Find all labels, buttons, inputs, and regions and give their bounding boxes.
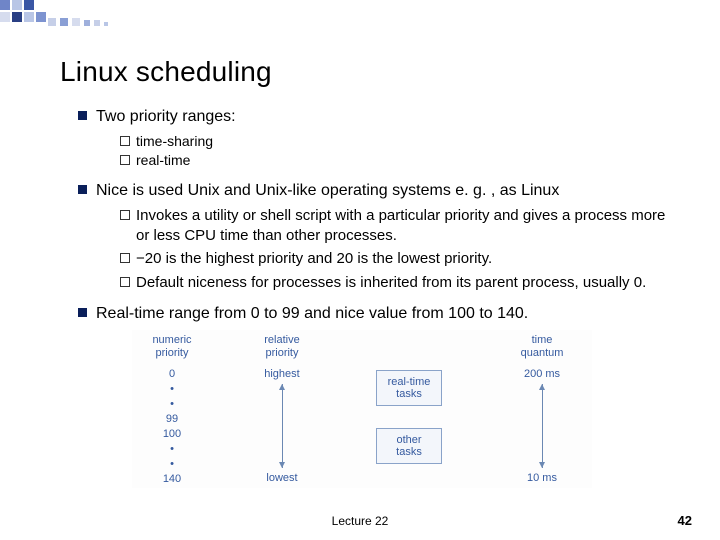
diagram-header-relative: relativepriority [252, 334, 312, 359]
priority-diagram: numericpriority relativepriority timequa… [132, 330, 592, 488]
bullet-1: Two priority ranges: time-sharing real-t… [78, 106, 680, 170]
numeric-tick: • [142, 443, 202, 455]
diagram-header-quantum: timequantum [512, 334, 572, 359]
bullet-3: Real-time range from 0 to 99 and nice va… [78, 303, 680, 325]
bullet-1-sub: time-sharing real-time [96, 132, 680, 171]
deco-square [84, 20, 90, 26]
quantum-top: 200 ms [512, 368, 572, 380]
numeric-tick: • [142, 398, 202, 410]
numeric-tick: • [142, 383, 202, 395]
sub-item: Default niceness for processes is inheri… [120, 273, 680, 293]
quantum-bottom: 10 ms [512, 472, 572, 484]
sub-item: Invokes a utility or shell script with a… [120, 206, 680, 247]
diagram-header-numeric: numericpriority [142, 334, 202, 359]
page-number: 42 [678, 513, 692, 528]
sub-item: real-time [120, 151, 680, 170]
deco-square [12, 0, 22, 10]
relative-arrow [282, 384, 283, 468]
deco-square [24, 12, 34, 22]
numeric-tick: 0 [142, 368, 202, 380]
deco-square [60, 18, 68, 26]
slide-body: Linux scheduling Two priority ranges: ti… [60, 56, 680, 335]
bullet-list: Two priority ranges: time-sharing real-t… [60, 106, 680, 325]
bullet-3-text: Real-time range from 0 to 99 and nice va… [96, 305, 528, 322]
deco-square [0, 12, 10, 22]
deco-square [48, 18, 56, 26]
footer-center: Lecture 22 [0, 514, 720, 528]
numeric-tick: 140 [142, 473, 202, 485]
relative-top: highest [252, 368, 312, 380]
deco-square [94, 20, 100, 26]
bullet-1-text: Two priority ranges: [96, 108, 236, 125]
bullet-2: Nice is used Unix and Unix-like operatin… [78, 180, 680, 293]
numeric-tick: 99 [142, 413, 202, 425]
relative-bottom: lowest [252, 472, 312, 484]
bullet-2-text: Nice is used Unix and Unix-like operatin… [96, 182, 559, 199]
bullet-2-sub: Invokes a utility or shell script with a… [96, 206, 680, 293]
sub-item: −20 is the highest priority and 20 is th… [120, 249, 680, 269]
numeric-tick: • [142, 458, 202, 470]
sub-item: time-sharing [120, 132, 680, 151]
deco-square [24, 0, 34, 10]
box-realtime: real-timetasks [376, 370, 442, 406]
numeric-tick: 100 [142, 428, 202, 440]
deco-square [104, 22, 108, 26]
box-other: othertasks [376, 428, 442, 464]
slide-title: Linux scheduling [60, 56, 680, 88]
deco-square [36, 12, 46, 22]
deco-square [72, 18, 80, 26]
quantum-arrow [542, 384, 543, 468]
deco-square [12, 12, 22, 22]
deco-square [0, 0, 10, 10]
corner-decoration [0, 0, 130, 28]
